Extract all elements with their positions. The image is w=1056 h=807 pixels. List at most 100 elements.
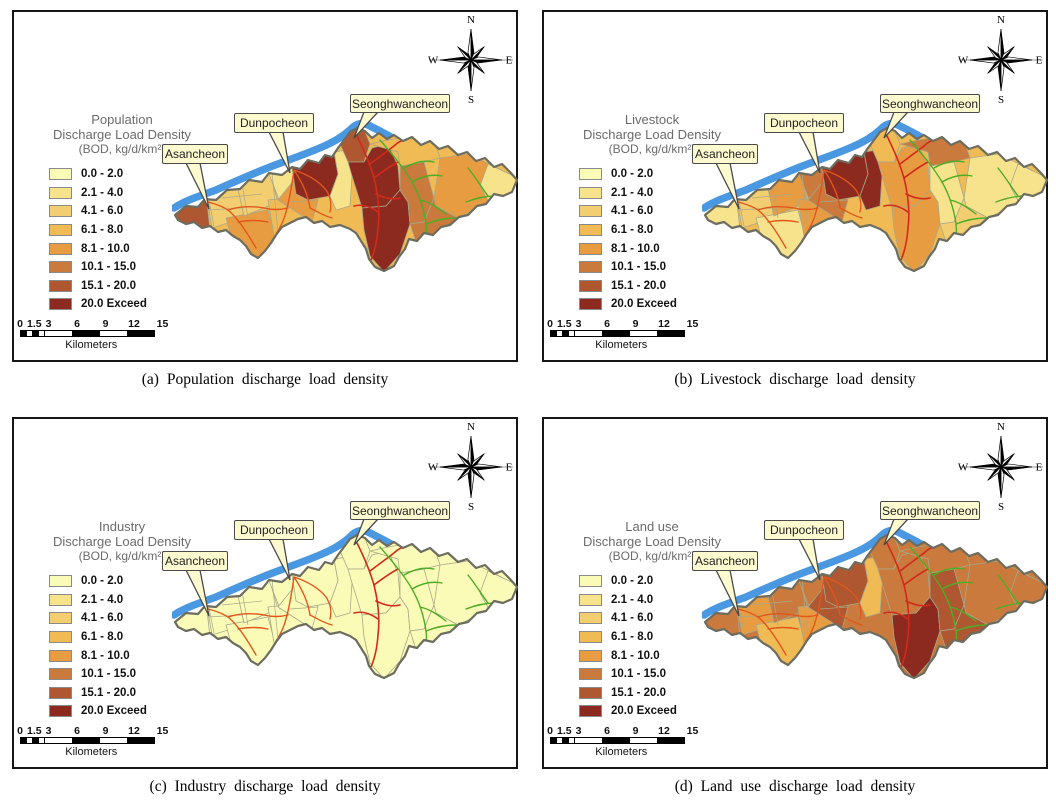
stream-callout-label: Asancheon (162, 551, 228, 571)
stream-green (955, 624, 987, 632)
legend-color-swatch (49, 224, 72, 237)
scale-bar-strip (20, 737, 163, 744)
scale-tick-label: 0 (17, 318, 23, 330)
legend-title-line2: Discharge Load Density (52, 127, 192, 142)
stream-green (425, 217, 457, 225)
legend-row: 2.1 - 4.0 (49, 591, 212, 610)
stream-red (903, 161, 929, 179)
legend-color-swatch (579, 205, 602, 218)
legend-color-swatch (49, 168, 72, 181)
compass-rose-icon: N E S W (958, 421, 1043, 513)
compass-rose-icon: N E S W (428, 14, 513, 106)
stream-callout-label: Dunpocheon (764, 113, 844, 133)
stream-orange (293, 169, 311, 209)
watershed-outline (173, 533, 519, 680)
legend-title: Land use Discharge Load Density (BOD, kg… (562, 519, 742, 564)
compass-letter: S (468, 501, 474, 513)
legend-class-label: 4.1 - 6.0 (81, 612, 124, 625)
legend-class-label: 20.0 Exceed (81, 705, 147, 718)
stream-red (903, 568, 929, 586)
scale-tick-label: 12 (658, 725, 670, 737)
compass-letter: W (958, 55, 969, 67)
legend-color-swatch (49, 298, 72, 311)
stream-green (949, 606, 977, 622)
legend-row: 20.0 Exceed (579, 295, 742, 314)
legend-class-label: 2.1 - 4.0 (81, 186, 124, 199)
legend-color-swatch (49, 575, 72, 588)
legend-class-label: 8.1 - 10.0 (611, 242, 660, 255)
scale-tick-label: 3 (575, 318, 582, 330)
scale-bar-ticks: 0 1.5 3 6 9 12 15 (547, 725, 718, 737)
scale-bar-segment (629, 737, 658, 744)
scale-bar-unit: Kilometers (65, 746, 118, 758)
compass-letter: N (467, 14, 475, 26)
stream-orange (757, 205, 819, 211)
legend-color-swatch (49, 279, 72, 292)
stream-orange (839, 207, 863, 219)
scale-bar: 0 1.5 3 6 9 12 15 Kilometers (17, 725, 188, 758)
stream-red (373, 161, 399, 179)
stream-red (883, 611, 909, 620)
stream-orange (823, 169, 862, 213)
map-panel-d: N E S W Land use Discharge Load Density (BO… (542, 417, 1049, 769)
legend-color-swatch (579, 186, 602, 199)
legend-row: 10.1 - 15.0 (579, 258, 742, 277)
compass-letter: W (428, 462, 439, 474)
legend-row: 6.1 - 8.0 (49, 221, 212, 240)
legend-color-swatch (49, 593, 72, 606)
scale-tick-label: 0 (547, 318, 553, 330)
legend-title: Population Discharge Load Density (BOD, … (32, 112, 212, 157)
scale-tick-label: 1.5 (556, 318, 572, 330)
compass-letter: N (997, 421, 1005, 433)
scale-bar-unit: Kilometers (65, 339, 118, 351)
legend-row: 15.1 - 20.0 (49, 684, 212, 703)
stream-green (411, 174, 443, 183)
scale-tick-label: 15 (686, 318, 699, 330)
legend-items: 0.0 - 2.0 2.1 - 4.0 4.1 - 6.0 6.1 - 8.0 8.1 … (32, 165, 212, 314)
scale-tick-label: 0 (547, 725, 553, 737)
scale-bar-ticks: 0 1.5 3 6 9 12 15 (17, 318, 188, 330)
legend-row: 2.1 - 4.0 (49, 184, 212, 203)
scale-bar-segment (99, 737, 128, 744)
stream-red (353, 204, 379, 213)
legend-color-swatch (579, 612, 602, 625)
legend-row: 0.0 - 2.0 (49, 572, 212, 591)
legend-class-label: 2.1 - 4.0 (611, 593, 654, 606)
legend-title-line2: Discharge Load Density (582, 127, 722, 142)
legend-title-unit: (BOD, kg/d/km²) (608, 549, 696, 563)
legend-color-swatch (579, 279, 602, 292)
legend-class-label: 20.0 Exceed (81, 298, 147, 311)
legend-class-label: 4.1 - 6.0 (611, 205, 654, 218)
compass-letter: W (958, 462, 969, 474)
legend-class-label: 2.1 - 4.0 (611, 186, 654, 199)
stream-red (375, 193, 401, 200)
legend-title-unit: (BOD, kg/d/km²) (78, 142, 166, 156)
scale-tick-label: 1.5 (556, 725, 572, 737)
stream-callout-label: Dunpocheon (234, 520, 314, 540)
legend-class-label: 0.0 - 2.0 (81, 575, 124, 588)
stream-green (997, 574, 1019, 604)
compass-letter: E (1036, 55, 1043, 67)
scale-bar-segment (574, 737, 603, 744)
stream-callout-label: Dunpocheon (764, 520, 844, 540)
scale-bar-ticks: 0 1.5 3 6 9 12 15 (17, 725, 188, 737)
compass-rose-icon: N E S W (958, 14, 1043, 106)
stream-orange (839, 614, 863, 626)
scale-tick-label: 15 (686, 725, 699, 737)
stream-callout-label: Seonghwancheon (880, 94, 980, 113)
stream-orange (767, 219, 799, 223)
stream-callout-label: Asancheon (692, 144, 758, 164)
stream-orange (227, 205, 289, 211)
stream-green (955, 217, 987, 225)
scale-tick-label: 15 (156, 725, 169, 737)
stream-green (997, 167, 1019, 197)
scale-bar-strip (20, 330, 163, 337)
scale-tick-label: 6 (604, 318, 610, 330)
legend-color-swatch (49, 205, 72, 218)
stream-callout-label: Asancheon (162, 144, 228, 164)
scale-bar-segment (126, 330, 156, 337)
legend: Livestock Discharge Load Density (BOD, k… (562, 112, 742, 314)
stream-orange (237, 219, 269, 223)
legend-row: 10.1 - 15.0 (579, 665, 742, 684)
